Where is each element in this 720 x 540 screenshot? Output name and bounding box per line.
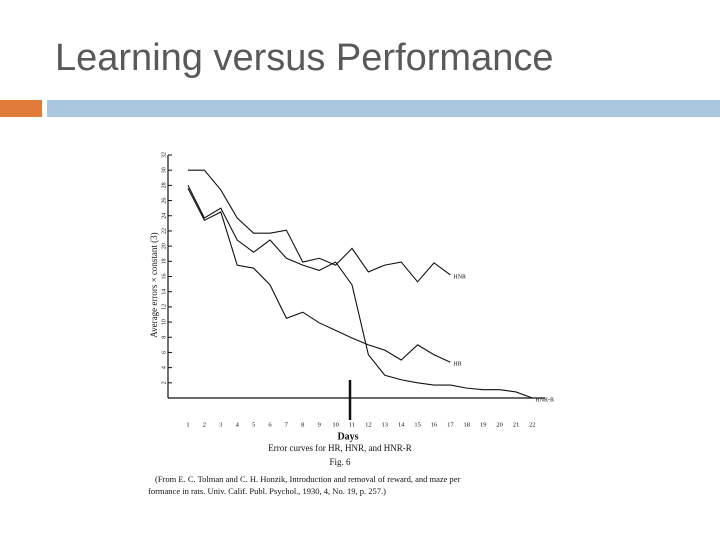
y-tick-label: 22 [161, 228, 167, 234]
x-tick-label: 8 [301, 421, 304, 428]
x-tick-label: 15 [414, 421, 421, 428]
x-tick-label: 21 [513, 421, 520, 428]
caption: Error curves for HR, HNR, and HNR-R [268, 443, 411, 453]
y-tick-label: 24 [161, 213, 167, 219]
line-series [187, 188, 451, 363]
x-tick-label: 2 [203, 421, 206, 428]
x-tick-label: 19 [480, 421, 487, 428]
x-tick-label: 1 [186, 421, 189, 428]
series-label: HR [453, 362, 461, 368]
line-series [188, 169, 451, 283]
x-tick-label: 14 [398, 421, 405, 428]
y-tick-label: 28 [161, 182, 167, 188]
y-tick-label: 4 [161, 366, 167, 369]
y-tick-label: 10 [161, 319, 167, 325]
x-tick-label: 6 [268, 421, 272, 428]
x-tick-label: 17 [447, 421, 454, 428]
y-tick-label: 18 [161, 258, 167, 264]
x-tick-label: 13 [382, 421, 389, 428]
x-tick-label: 5 [252, 421, 255, 428]
y-tick-label: 6 [161, 351, 167, 354]
x-tick-label: 16 [431, 421, 438, 428]
x-axis-label: Days [337, 431, 358, 442]
slide-title: Learning versus Performance [55, 37, 553, 79]
source-line: (From E. C. Tolman and C. H. Honzik, Int… [155, 474, 461, 484]
series-label: HNR-R [535, 397, 554, 403]
series-label: HNR [453, 274, 466, 280]
x-tick-label: 9 [318, 421, 321, 428]
x-tick-label: 11 [349, 421, 355, 428]
y-tick-label: 14 [161, 289, 167, 295]
x-tick-label: 10 [332, 421, 339, 428]
line-series [187, 185, 533, 399]
y-tick-label: 12 [161, 304, 167, 310]
x-tick-label: 22 [529, 421, 536, 428]
y-tick-label: 20 [161, 243, 167, 249]
accent-bar [0, 100, 42, 117]
y-tick-label: 2 [161, 381, 167, 384]
y-tick-label: 32 [161, 152, 167, 158]
x-tick-label: 4 [236, 421, 240, 428]
source-line: formance in rats. Univ. Calif. Publ. Psy… [148, 486, 386, 496]
x-tick-label: 20 [496, 421, 503, 428]
x-tick-label: 18 [464, 421, 471, 428]
y-tick-label: 16 [161, 274, 167, 280]
x-tick-label: 3 [219, 421, 222, 428]
y-tick-label: 30 [161, 167, 167, 173]
x-tick-label: 7 [285, 421, 289, 428]
y-axis-label: Average errors × constant (3) [149, 232, 159, 337]
header-bar [47, 100, 720, 117]
x-tick-label: 12 [365, 421, 372, 428]
y-tick-label: 8 [161, 336, 167, 339]
y-tick-label: 26 [161, 198, 167, 204]
figure-label: Fig. 6 [329, 457, 351, 467]
